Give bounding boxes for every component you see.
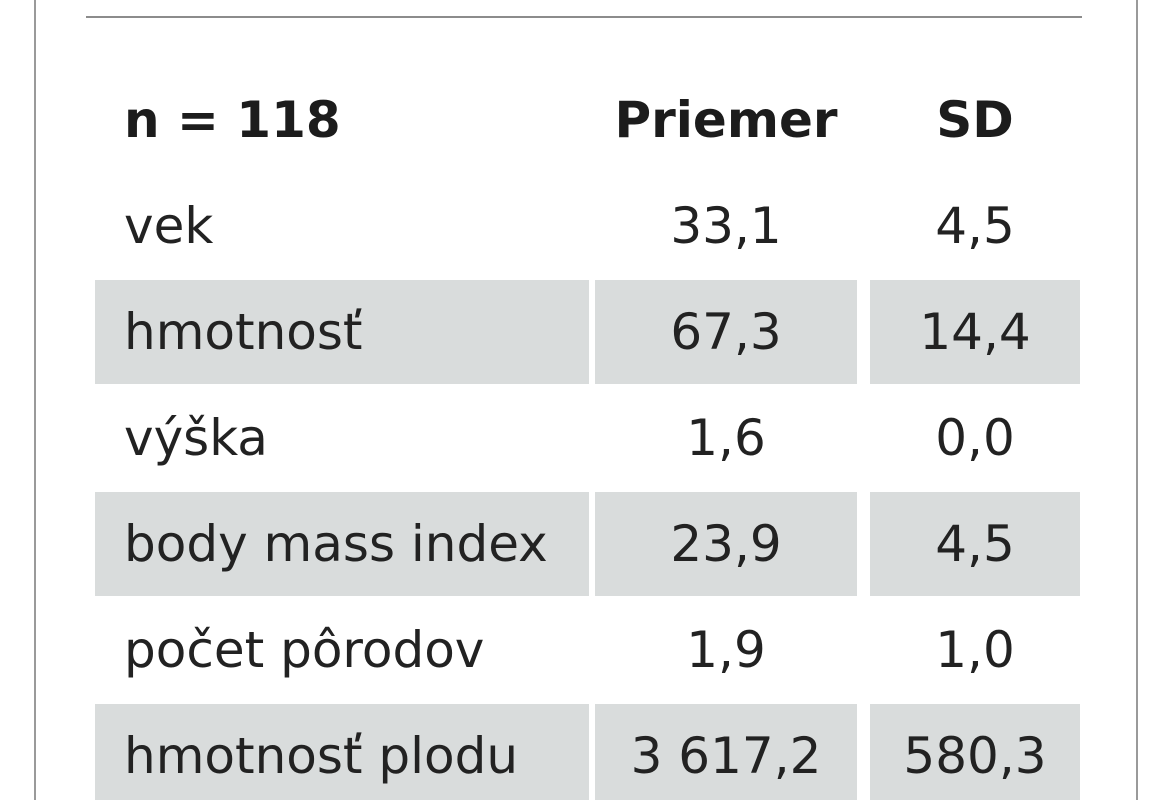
- statistics-table: n = 118 Priemer SD vek 33,1 4,5 hmotnosť…: [95, 68, 1080, 800]
- row-mean: 23,9: [595, 492, 857, 596]
- row-mean: 1,9: [686, 621, 766, 679]
- table-row: hmotnosť 67,3 14,4: [95, 280, 1080, 384]
- table-row: body mass index 23,9 4,5: [95, 492, 1080, 596]
- table-frame: [34, 0, 1138, 800]
- row-label: výška: [124, 409, 268, 467]
- row-mean: 33,1: [670, 197, 782, 255]
- table-header-row: n = 118 Priemer SD: [95, 68, 1080, 172]
- row-sd: 4,5: [870, 492, 1080, 596]
- header-mean: Priemer: [614, 91, 838, 149]
- table-row: výška 1,6 0,0: [95, 386, 1080, 490]
- row-mean: 67,3: [595, 280, 857, 384]
- header-sd: SD: [936, 91, 1014, 149]
- row-sd: 4,5: [935, 197, 1015, 255]
- row-sd: 580,3: [870, 704, 1080, 800]
- row-sd: 1,0: [935, 621, 1015, 679]
- table-row: počet pôrodov 1,9 1,0: [95, 598, 1080, 702]
- row-label: hmotnosť: [95, 280, 589, 384]
- row-sd: 0,0: [935, 409, 1015, 467]
- header-sample-size: n = 118: [124, 91, 341, 149]
- row-label: hmotnosť plodu: [95, 704, 589, 800]
- top-divider: [86, 16, 1082, 18]
- row-mean: 3 617,2: [595, 704, 857, 800]
- row-mean: 1,6: [686, 409, 766, 467]
- row-sd: 14,4: [870, 280, 1080, 384]
- row-label: vek: [124, 197, 214, 255]
- row-label: body mass index: [95, 492, 589, 596]
- table-row: hmotnosť plodu 3 617,2 580,3: [95, 704, 1080, 800]
- row-label: počet pôrodov: [124, 621, 485, 679]
- table-row: vek 33,1 4,5: [95, 174, 1080, 278]
